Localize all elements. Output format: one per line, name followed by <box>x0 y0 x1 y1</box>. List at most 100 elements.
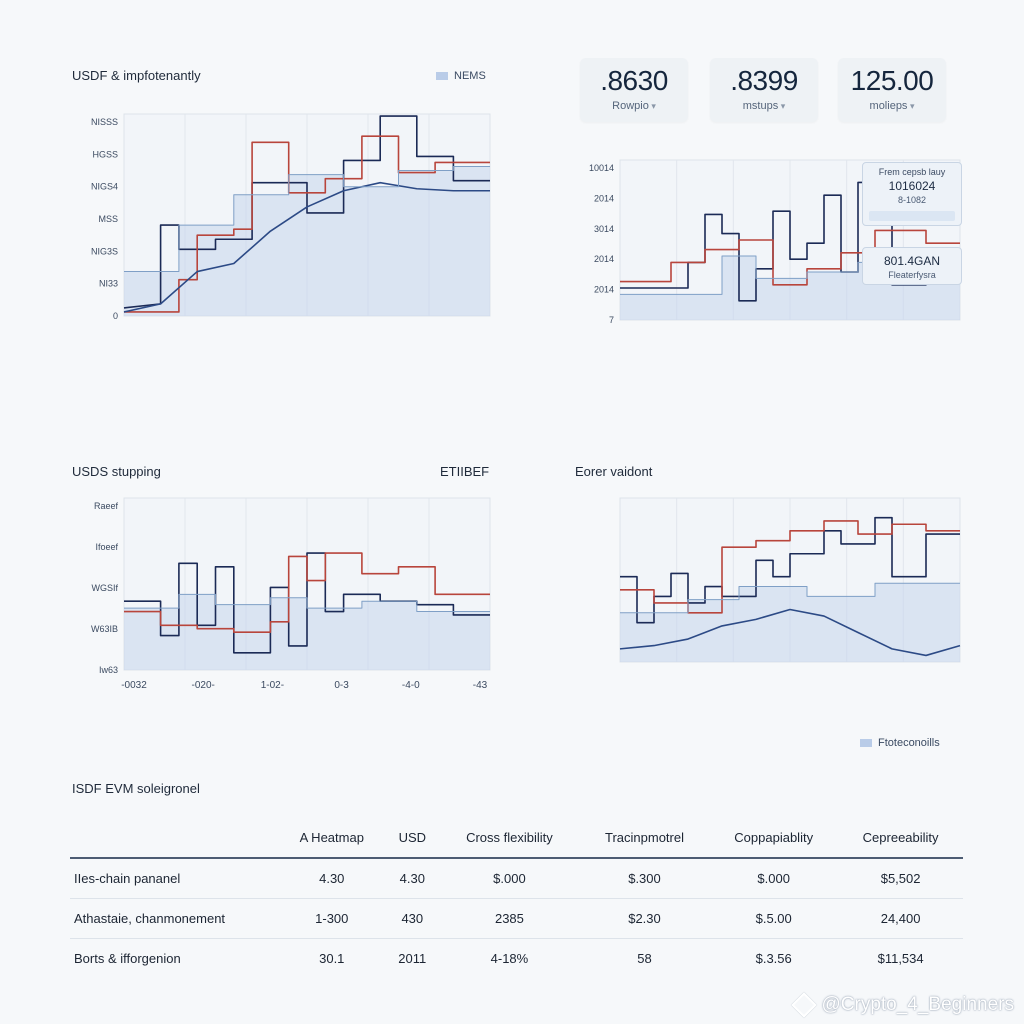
x-tick-label: -0032 <box>121 680 147 691</box>
legend-swatch <box>436 72 448 80</box>
side-card-1[interactable]: Frem cepsb lauy 1016024 8-1082 <box>862 162 962 226</box>
kpi-card-3[interactable]: 125.00 molieps <box>838 58 946 122</box>
table-cell: $.300 <box>579 858 710 899</box>
watermark-logo-icon <box>791 992 818 1018</box>
y-tick-label: 2014 <box>594 285 614 295</box>
table-cell: $11,534 <box>877 951 924 966</box>
y-tick-label: MSS <box>98 214 118 224</box>
x-tick-label: 0-3 <box>334 680 349 691</box>
series-line-3 <box>123 181 490 313</box>
series-line-1 <box>620 516 960 624</box>
side-card-title: Frem cepsb lauy <box>878 167 946 177</box>
side-card-value: 1016024 <box>888 179 936 193</box>
kpi-value: .8399 <box>730 65 798 96</box>
watermark: @Crypto_4_Beginners <box>791 992 1014 1018</box>
table-cell: 2011 <box>398 951 427 966</box>
side-card-sub: Fleaterfysra <box>888 270 936 280</box>
y-tick-label: NIG3S <box>91 246 118 256</box>
side-card-bar <box>869 211 955 221</box>
x-tick-label: -4-0 <box>402 680 420 691</box>
x-tick-label: -43 <box>473 680 488 691</box>
row-label: Athastaie, chanmonement <box>70 898 278 939</box>
y-tick-label: 10014 <box>589 163 614 173</box>
side-card-sub: 8-1082 <box>897 195 927 205</box>
chart-1: NISSS HGSS NIGS4 MSS NIG3S NI33 0 <box>91 113 491 321</box>
panel-2-legend: ETIIBEF <box>440 464 490 479</box>
series-line-4 <box>620 582 960 614</box>
table-row[interactable]: IIes-chain pananel 4.30 4.30 $.000 $.300… <box>70 858 963 899</box>
y-tick-label: HGSS <box>92 149 118 159</box>
series-line-4 <box>124 166 490 273</box>
y-tick-label: NI33 <box>99 279 118 289</box>
y-tick-label: Raeef <box>94 501 119 511</box>
y-tick-label: 0 <box>113 311 118 321</box>
table-header-row: A Heatmap USD Cross flexibility Tracinpm… <box>70 820 963 859</box>
series-line-3 <box>124 593 490 613</box>
table-cell: 4.30 <box>278 858 386 899</box>
chart-3: Raeef Ifoeef WGSIf W63IB Iw63-0032 -020- 1-02-… <box>91 497 491 691</box>
series-line-2 <box>124 552 490 633</box>
panel-3-legend-label: Ftoteconoills <box>878 737 940 749</box>
column-header[interactable]: Cross flexibility <box>439 820 580 859</box>
y-tick-label: WGSIf <box>92 583 119 593</box>
panel-2-title: USDS stupping <box>72 464 161 479</box>
panel-1-legend-label: NEMS <box>454 70 486 82</box>
column-header[interactable]: Coppapiablity <box>709 820 839 859</box>
column-header[interactable]: USD <box>385 820 440 859</box>
y-tick-label: W63IB <box>91 624 118 634</box>
legend-swatch <box>860 739 872 747</box>
table-title: ISDF EVM soleigronel <box>72 781 200 796</box>
panel-3-legend: Ftoteconoills <box>860 737 940 749</box>
y-tick-label: 2014 <box>594 193 614 203</box>
y-tick-label: Iw63 <box>99 665 118 675</box>
kpi-value: 125.00 <box>850 65 934 96</box>
y-tick-label: Ifoeef <box>95 542 118 552</box>
column-header[interactable]: Tracinpmotrel <box>579 820 710 859</box>
y-tick-label: 3014 <box>594 224 614 234</box>
column-header <box>70 820 278 859</box>
x-tick-label: 1-02- <box>261 680 284 691</box>
column-header[interactable]: A Heatmap <box>278 820 386 859</box>
table-cell: $.000 <box>439 858 580 899</box>
side-card-value: 801.4GAN <box>883 254 941 268</box>
side-card-2[interactable]: 801.4GAN Fleaterfysra <box>862 247 962 285</box>
watermark-text: @Crypto_4_Beginners <box>821 994 1014 1015</box>
row-label: Borts & ifforgenion <box>74 951 181 966</box>
table-cell: $.5.00 <box>709 898 839 939</box>
table-cell: 24,400 <box>838 898 963 939</box>
table-row[interactable]: Borts & ifforgenion 30.1 2011 4-18% 58 $… <box>70 939 963 979</box>
table-cell: $.3.56 <box>755 951 792 966</box>
table-cell: 58 <box>637 951 652 966</box>
table-cell: 4.30 <box>385 858 440 899</box>
panel-1-legend: NEMS <box>436 70 486 82</box>
table-cell: $2.30 <box>579 898 710 939</box>
chart-4 <box>619 497 961 663</box>
table-cell: $.000 <box>709 858 839 899</box>
kpi-dropdown-label[interactable]: molieps <box>838 100 946 112</box>
kpi-dropdown-label[interactable]: mstups <box>710 100 818 112</box>
series-line-2 <box>620 229 960 286</box>
table-cell: 430 <box>385 898 440 939</box>
y-tick-label: 2014 <box>594 254 614 264</box>
kpi-card-2[interactable]: .8399 mstups <box>710 58 818 122</box>
table-cell: 30.1 <box>319 951 345 966</box>
row-label: IIes-chain pananel <box>70 858 278 899</box>
table-cell: 4-18% <box>490 951 529 966</box>
summary-table: A Heatmap USD Cross flexibility Tracinpm… <box>70 820 963 978</box>
y-tick-label: NIGS4 <box>91 182 118 192</box>
kpi-card-1[interactable]: .8630 Rowpio <box>580 58 688 122</box>
kpi-dropdown-label[interactable]: Rowpio <box>580 100 688 112</box>
y-tick-label: NISSS <box>91 117 118 127</box>
series-area <box>124 166 490 316</box>
table-cell: 1-300 <box>278 898 386 939</box>
kpi-value: .8630 <box>600 65 668 96</box>
y-tick-label: 7 <box>609 315 614 325</box>
column-header[interactable]: Cepreeability <box>838 820 963 859</box>
panel-1-title: USDF & impfotenantly <box>72 68 201 83</box>
table-cell: 2385 <box>439 898 580 939</box>
table-row[interactable]: Athastaie, chanmonement 1-300 430 2385 $… <box>70 898 963 939</box>
panel-3-title: Eorer vaidont <box>575 464 653 479</box>
series-line-3 <box>619 608 961 657</box>
x-tick-label: -020- <box>192 680 215 691</box>
table-cell: $5,502 <box>838 858 963 899</box>
